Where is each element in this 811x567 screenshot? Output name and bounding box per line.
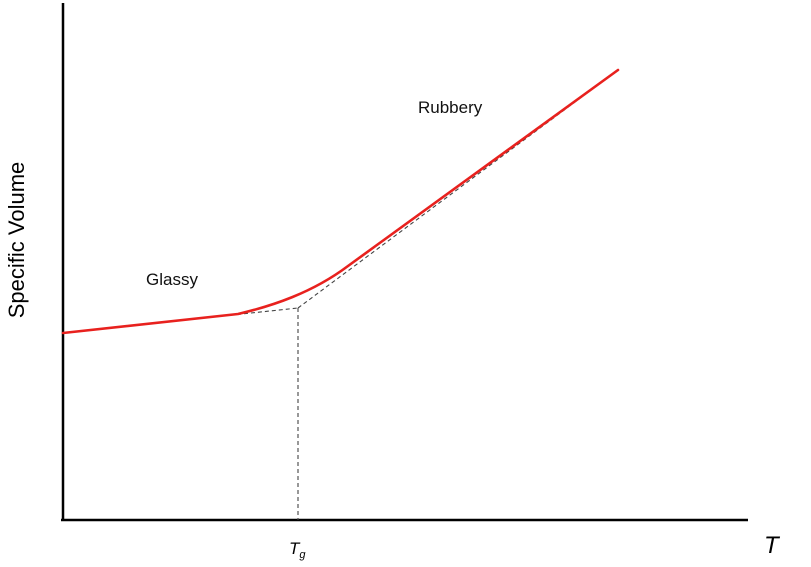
glassy-extrapolation-line [62, 307, 299, 334]
glass-transition-temperature-label: Tg [289, 539, 306, 561]
specific-volume-curve [61, 68, 620, 335]
y-axis-label: Specific Volume [4, 162, 29, 319]
x-axis-label: T [764, 532, 781, 559]
rubbery-region-label: Rubbery [418, 98, 483, 117]
tg-subscript: g [299, 549, 306, 561]
tg-main-glyph: T [289, 539, 301, 558]
glassy-region-label: Glassy [146, 270, 198, 289]
